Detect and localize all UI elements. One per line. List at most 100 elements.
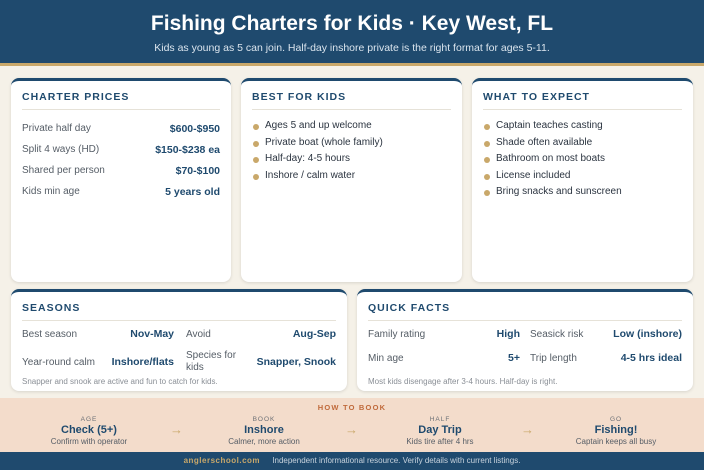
- list-item: Bathroom on most boats: [483, 151, 682, 168]
- min-age-label: Min age: [368, 352, 404, 364]
- family-rating-label: Family rating: [368, 328, 426, 340]
- step-half: HALF Day Trip Kids tire after 4 hrs: [370, 416, 510, 446]
- seasons-card: SEASONS Best season Nov-May Avoid Aug-Se…: [11, 289, 347, 391]
- price-value: $70-$100: [175, 164, 220, 177]
- what-to-expect-card: WHAT TO EXPECT Captain teaches casting S…: [472, 78, 693, 282]
- species-label: Species for kids: [186, 350, 237, 373]
- seasick-value: Low (inshore): [613, 328, 682, 340]
- list-item: Private boat (whole family): [252, 135, 451, 152]
- year-round-label: Year-round calm: [22, 356, 96, 368]
- list-item-text: Captain teaches casting: [496, 120, 603, 131]
- bullet-dot-icon: [253, 157, 259, 163]
- footer-disclaimer: Independent informational resource. Veri…: [272, 456, 521, 465]
- price-value: $150-$238 ea: [155, 143, 220, 156]
- min-age-value: 5+: [508, 352, 520, 364]
- charter-prices-card: CHARTER PRICES Private half day $600-$95…: [11, 78, 231, 282]
- price-row: Shared per person $70-$100: [22, 160, 220, 181]
- quick-facts-card: QUICK FACTS Family rating High Seasick r…: [357, 289, 693, 391]
- trip-length-label: Trip length: [530, 352, 577, 364]
- step-age: AGE Check (5+) Confirm with operator: [19, 416, 159, 446]
- best-season-label: Best season: [22, 328, 78, 340]
- price-value: $600-$950: [169, 122, 220, 135]
- avoid-value: Aug-Sep: [292, 328, 336, 340]
- step-book: BOOK Inshore Calmer, more action: [194, 416, 334, 446]
- seasons-title: SEASONS: [22, 302, 336, 321]
- price-row: Kids min age 5 years old: [22, 181, 220, 202]
- quick-facts-title: QUICK FACTS: [368, 302, 682, 321]
- page-header: Fishing Charters for Kids · Key West, FL…: [0, 0, 704, 66]
- step-desc: Captain keeps all busy: [575, 437, 657, 446]
- list-item: Bring snacks and sunscreen: [483, 184, 682, 201]
- step-heading: Fishing!: [594, 424, 638, 436]
- seasons-row-1: Best season Nov-May Avoid Aug-Sep: [22, 328, 336, 340]
- quick-facts-note: Most kids disengage after 3-4 hours. Hal…: [368, 377, 558, 386]
- step-heading: Day Trip: [418, 424, 462, 436]
- price-label: Private half day: [22, 123, 91, 134]
- species-value: Snapper, Snook: [256, 356, 336, 368]
- seasons-note: Snapper and snook are active and fun to …: [22, 377, 218, 386]
- step-go: GO Fishing! Captain keeps all busy: [546, 416, 686, 446]
- family-rating-value: High: [496, 328, 520, 340]
- bullet-dot-icon: [484, 173, 490, 180]
- step-kicker: BOOK: [252, 416, 276, 423]
- step-desc: Confirm with operator: [50, 437, 128, 446]
- bullet-dot-icon: [484, 124, 490, 130]
- list-item: Half-day: 4-5 hours: [252, 151, 451, 168]
- bullet-dot-icon: [484, 140, 490, 147]
- how-to-book-panel: HOW TO BOOK AGE Check (5+) Confirm with …: [0, 398, 704, 452]
- list-item-text: Bring snacks and sunscreen: [496, 186, 622, 197]
- step-kicker: HALF: [429, 416, 451, 423]
- quick-facts-row-1: Family rating High Seasick risk Low (ins…: [368, 328, 682, 340]
- what-to-expect-list: Captain teaches casting Shade often avai…: [483, 118, 682, 201]
- page-subtitle: Kids as young as 5 can join. Half-day in…: [154, 42, 550, 54]
- list-item-text: Half-day: 4-5 hours: [265, 153, 351, 164]
- price-label: Split 4 ways (HD): [22, 144, 100, 155]
- best-season-value: Nov-May: [130, 328, 174, 340]
- best-for-kids-card: BEST FOR KIDS Ages 5 and up welcome Priv…: [241, 78, 462, 282]
- arrow-right-icon: →: [170, 422, 183, 437]
- bullet-dot-icon: [253, 173, 259, 180]
- charter-prices-title: CHARTER PRICES: [22, 91, 220, 110]
- list-item: License included: [483, 168, 682, 185]
- arrow-right-icon: →: [521, 422, 534, 437]
- price-row: Private half day $600-$950: [22, 118, 220, 139]
- list-item-text: Private boat (whole family): [265, 136, 383, 148]
- price-label: Shared per person: [22, 165, 105, 176]
- avoid-label: Avoid: [186, 328, 211, 340]
- seasons-row-2: Year-round calm Inshore/flats Species fo…: [22, 350, 336, 374]
- price-row: Split 4 ways (HD) $150-$238 ea: [22, 139, 220, 160]
- arrow-right-icon: →: [345, 422, 358, 437]
- bullet-dot-icon: [484, 157, 490, 163]
- list-item-text: Ages 5 and up welcome: [265, 120, 372, 131]
- step-kicker: GO: [609, 416, 623, 423]
- list-item: Captain teaches casting: [483, 118, 682, 135]
- page-footer: anglerschool.com Independent information…: [0, 452, 704, 470]
- year-round-value: Inshore/flats: [111, 356, 174, 368]
- best-for-kids-list: Ages 5 and up welcome Private boat (whol…: [252, 118, 451, 184]
- list-item-text: License included: [496, 169, 571, 181]
- bullet-dot-icon: [253, 140, 259, 147]
- how-to-book-title: HOW TO BOOK: [317, 403, 387, 412]
- step-desc: Calmer, more action: [228, 437, 300, 446]
- list-item: Shade often available: [483, 135, 682, 152]
- step-heading: Check (5+): [61, 424, 117, 436]
- seasick-label: Seasick risk: [530, 328, 584, 340]
- trip-length-value: 4-5 hrs ideal: [620, 352, 682, 364]
- price-label: Kids min age: [22, 186, 80, 197]
- list-item-text: Inshore / calm water: [265, 169, 356, 181]
- bullet-dot-icon: [484, 190, 490, 196]
- step-desc: Kids tire after 4 hrs: [406, 437, 474, 446]
- list-item: Ages 5 and up welcome: [252, 118, 451, 135]
- footer-brand-link[interactable]: anglerschool.com: [183, 456, 261, 465]
- list-item-text: Shade often available: [496, 136, 593, 148]
- what-to-expect-title: WHAT TO EXPECT: [483, 91, 682, 110]
- list-item-text: Bathroom on most boats: [496, 153, 605, 164]
- bullet-dot-icon: [253, 124, 259, 130]
- list-item: Inshore / calm water: [252, 168, 451, 185]
- step-kicker: AGE: [80, 416, 98, 423]
- quick-facts-row-2: Min age 5+ Trip length 4-5 hrs ideal: [368, 352, 682, 364]
- price-value: 5 years old: [165, 185, 220, 198]
- page-title: Fishing Charters for Kids · Key West, FL: [150, 12, 554, 35]
- step-heading: Inshore: [244, 424, 284, 436]
- best-for-kids-title: BEST FOR KIDS: [252, 91, 451, 110]
